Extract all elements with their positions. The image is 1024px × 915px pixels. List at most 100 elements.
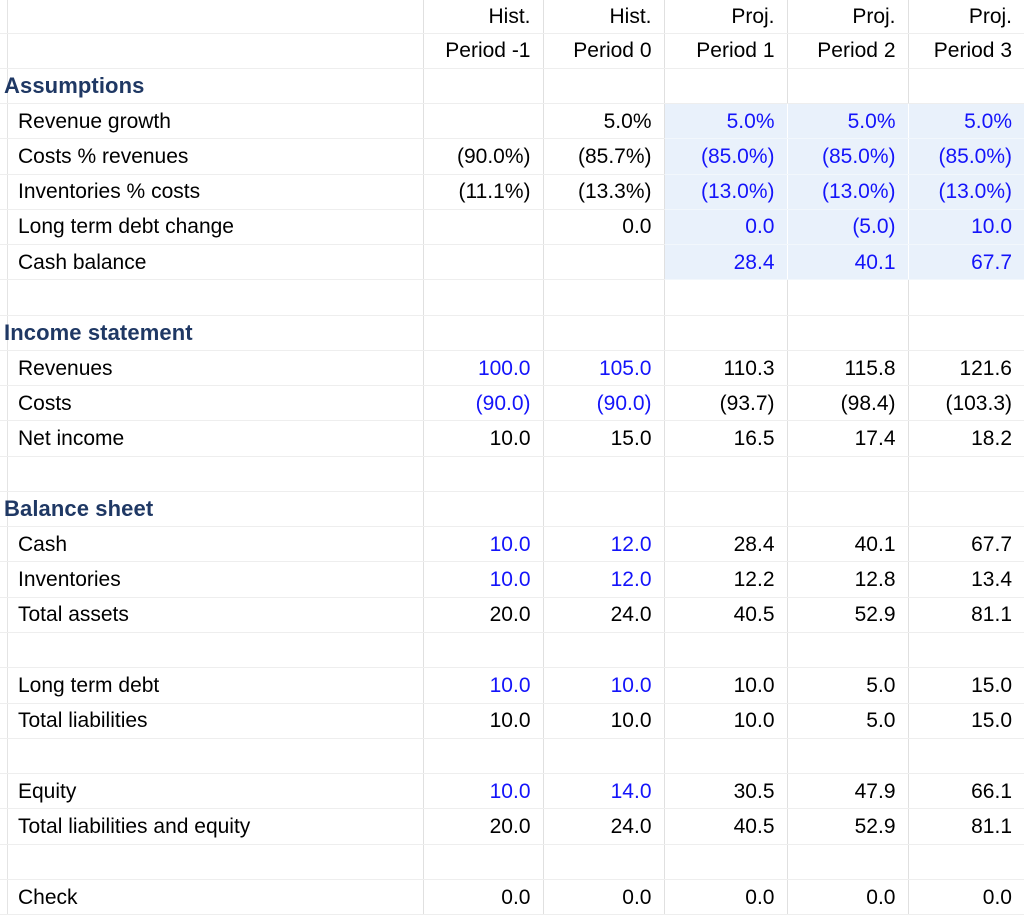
- cell-proj-period-3[interactable]: 18.2: [908, 420, 1024, 457]
- cell-hist-period-minus-1[interactable]: [423, 279, 544, 316]
- cell-proj-period-2[interactable]: 0.0: [787, 879, 909, 915]
- cell-hist-period-0[interactable]: 24.0: [543, 808, 665, 845]
- cell-proj-period-1[interactable]: 30.5: [664, 773, 788, 810]
- row-label[interactable]: Costs: [0, 385, 424, 422]
- cell-proj-period-2[interactable]: Proj.: [787, 0, 909, 34]
- row-label[interactable]: Total assets: [0, 597, 424, 634]
- cell-hist-period-0[interactable]: 10.0: [543, 703, 665, 739]
- cell-proj-period-2[interactable]: 52.9: [787, 808, 909, 845]
- cell-proj-period-1[interactable]: 28.4: [664, 526, 788, 563]
- cell-hist-period-0[interactable]: [543, 279, 665, 316]
- cell-hist-period-0[interactable]: [543, 68, 665, 105]
- cell-proj-period-2[interactable]: [787, 491, 909, 528]
- row-label[interactable]: Net income: [0, 420, 424, 457]
- cell-proj-period-3[interactable]: [908, 632, 1024, 669]
- cell-hist-period-0[interactable]: Hist.: [543, 0, 665, 34]
- cell-proj-period-3[interactable]: [908, 315, 1024, 351]
- row-label[interactable]: [0, 632, 424, 669]
- cell-proj-period-1[interactable]: (13.0%): [664, 174, 788, 210]
- cell-hist-period-minus-1[interactable]: 10.0: [423, 420, 544, 457]
- section-title[interactable]: Balance sheet: [0, 491, 424, 528]
- row-label[interactable]: Long term debt change: [0, 209, 424, 246]
- cell-proj-period-2[interactable]: 47.9: [787, 773, 909, 810]
- cell-hist-period-minus-1[interactable]: [423, 209, 544, 246]
- cell-proj-period-3[interactable]: 10.0: [908, 209, 1024, 246]
- cell-proj-period-3[interactable]: [908, 456, 1024, 492]
- cell-hist-period-minus-1[interactable]: [423, 68, 544, 105]
- cell-hist-period-0[interactable]: (13.3%): [543, 174, 665, 210]
- section-title[interactable]: Income statement: [0, 315, 424, 351]
- cell-hist-period-0[interactable]: 12.0: [543, 526, 665, 563]
- row-label[interactable]: Total liabilities and equity: [0, 808, 424, 845]
- cell-hist-period-minus-1[interactable]: 10.0: [423, 526, 544, 563]
- cell-hist-period-minus-1[interactable]: [423, 491, 544, 528]
- cell-proj-period-3[interactable]: 66.1: [908, 773, 1024, 810]
- cell-proj-period-1[interactable]: 0.0: [664, 209, 788, 246]
- cell-proj-period-3[interactable]: [908, 68, 1024, 105]
- row-label[interactable]: [0, 33, 424, 69]
- row-label[interactable]: Long term debt: [0, 667, 424, 704]
- row-label[interactable]: Cash: [0, 526, 424, 563]
- row-label[interactable]: [0, 738, 424, 775]
- cell-proj-period-3[interactable]: 15.0: [908, 667, 1024, 704]
- cell-proj-period-3[interactable]: 0.0: [908, 879, 1024, 915]
- cell-proj-period-3[interactable]: [908, 844, 1024, 880]
- cell-proj-period-3[interactable]: (85.0%): [908, 138, 1024, 175]
- cell-proj-period-2[interactable]: Period 2: [787, 33, 909, 69]
- row-label[interactable]: [0, 456, 424, 492]
- cell-proj-period-2[interactable]: 12.8: [787, 561, 909, 598]
- cell-hist-period-minus-1[interactable]: [423, 315, 544, 351]
- row-label[interactable]: [0, 844, 424, 880]
- cell-proj-period-1[interactable]: 28.4: [664, 244, 788, 281]
- cell-proj-period-2[interactable]: [787, 738, 909, 775]
- row-label[interactable]: [0, 279, 424, 316]
- cell-proj-period-2[interactable]: [787, 315, 909, 351]
- cell-proj-period-1[interactable]: 110.3: [664, 350, 788, 387]
- row-label[interactable]: Costs % revenues: [0, 138, 424, 175]
- cell-hist-period-minus-1[interactable]: [423, 844, 544, 880]
- cell-hist-period-0[interactable]: [543, 844, 665, 880]
- cell-proj-period-1[interactable]: 40.5: [664, 597, 788, 634]
- cell-hist-period-0[interactable]: Period 0: [543, 33, 665, 69]
- cell-hist-period-0[interactable]: [543, 738, 665, 775]
- cell-hist-period-0[interactable]: 5.0%: [543, 103, 665, 140]
- cell-proj-period-1[interactable]: [664, 632, 788, 669]
- cell-proj-period-3[interactable]: 67.7: [908, 244, 1024, 281]
- cell-proj-period-2[interactable]: 17.4: [787, 420, 909, 457]
- cell-proj-period-1[interactable]: [664, 844, 788, 880]
- cell-proj-period-3[interactable]: 15.0: [908, 703, 1024, 739]
- cell-hist-period-0[interactable]: 14.0: [543, 773, 665, 810]
- cell-hist-period-0[interactable]: 0.0: [543, 209, 665, 246]
- cell-proj-period-2[interactable]: 40.1: [787, 526, 909, 563]
- cell-hist-period-0[interactable]: [543, 244, 665, 281]
- cell-hist-period-minus-1[interactable]: (90.0%): [423, 138, 544, 175]
- cell-proj-period-3[interactable]: [908, 279, 1024, 316]
- row-label[interactable]: Cash balance: [0, 244, 424, 281]
- cell-hist-period-minus-1[interactable]: [423, 632, 544, 669]
- cell-hist-period-minus-1[interactable]: 20.0: [423, 808, 544, 845]
- cell-proj-period-1[interactable]: [664, 456, 788, 492]
- cell-hist-period-minus-1[interactable]: [423, 456, 544, 492]
- cell-proj-period-2[interactable]: (13.0%): [787, 174, 909, 210]
- row-label[interactable]: Inventories % costs: [0, 174, 424, 210]
- row-label[interactable]: Revenue growth: [0, 103, 424, 140]
- cell-proj-period-3[interactable]: 67.7: [908, 526, 1024, 563]
- cell-proj-period-3[interactable]: (13.0%): [908, 174, 1024, 210]
- cell-proj-period-2[interactable]: 40.1: [787, 244, 909, 281]
- cell-proj-period-2[interactable]: 115.8: [787, 350, 909, 387]
- cell-hist-period-minus-1[interactable]: 10.0: [423, 773, 544, 810]
- cell-proj-period-2[interactable]: (98.4): [787, 385, 909, 422]
- cell-hist-period-0[interactable]: 10.0: [543, 667, 665, 704]
- cell-proj-period-1[interactable]: [664, 315, 788, 351]
- cell-proj-period-1[interactable]: 5.0%: [664, 103, 788, 140]
- row-label[interactable]: [0, 0, 424, 34]
- cell-proj-period-1[interactable]: 40.5: [664, 808, 788, 845]
- cell-proj-period-1[interactable]: 10.0: [664, 667, 788, 704]
- cell-hist-period-minus-1[interactable]: [423, 103, 544, 140]
- row-label[interactable]: Equity: [0, 773, 424, 810]
- cell-proj-period-2[interactable]: [787, 68, 909, 105]
- section-title[interactable]: Assumptions: [0, 68, 424, 105]
- cell-proj-period-2[interactable]: 5.0%: [787, 103, 909, 140]
- cell-proj-period-3[interactable]: [908, 491, 1024, 528]
- cell-hist-period-minus-1[interactable]: 0.0: [423, 879, 544, 915]
